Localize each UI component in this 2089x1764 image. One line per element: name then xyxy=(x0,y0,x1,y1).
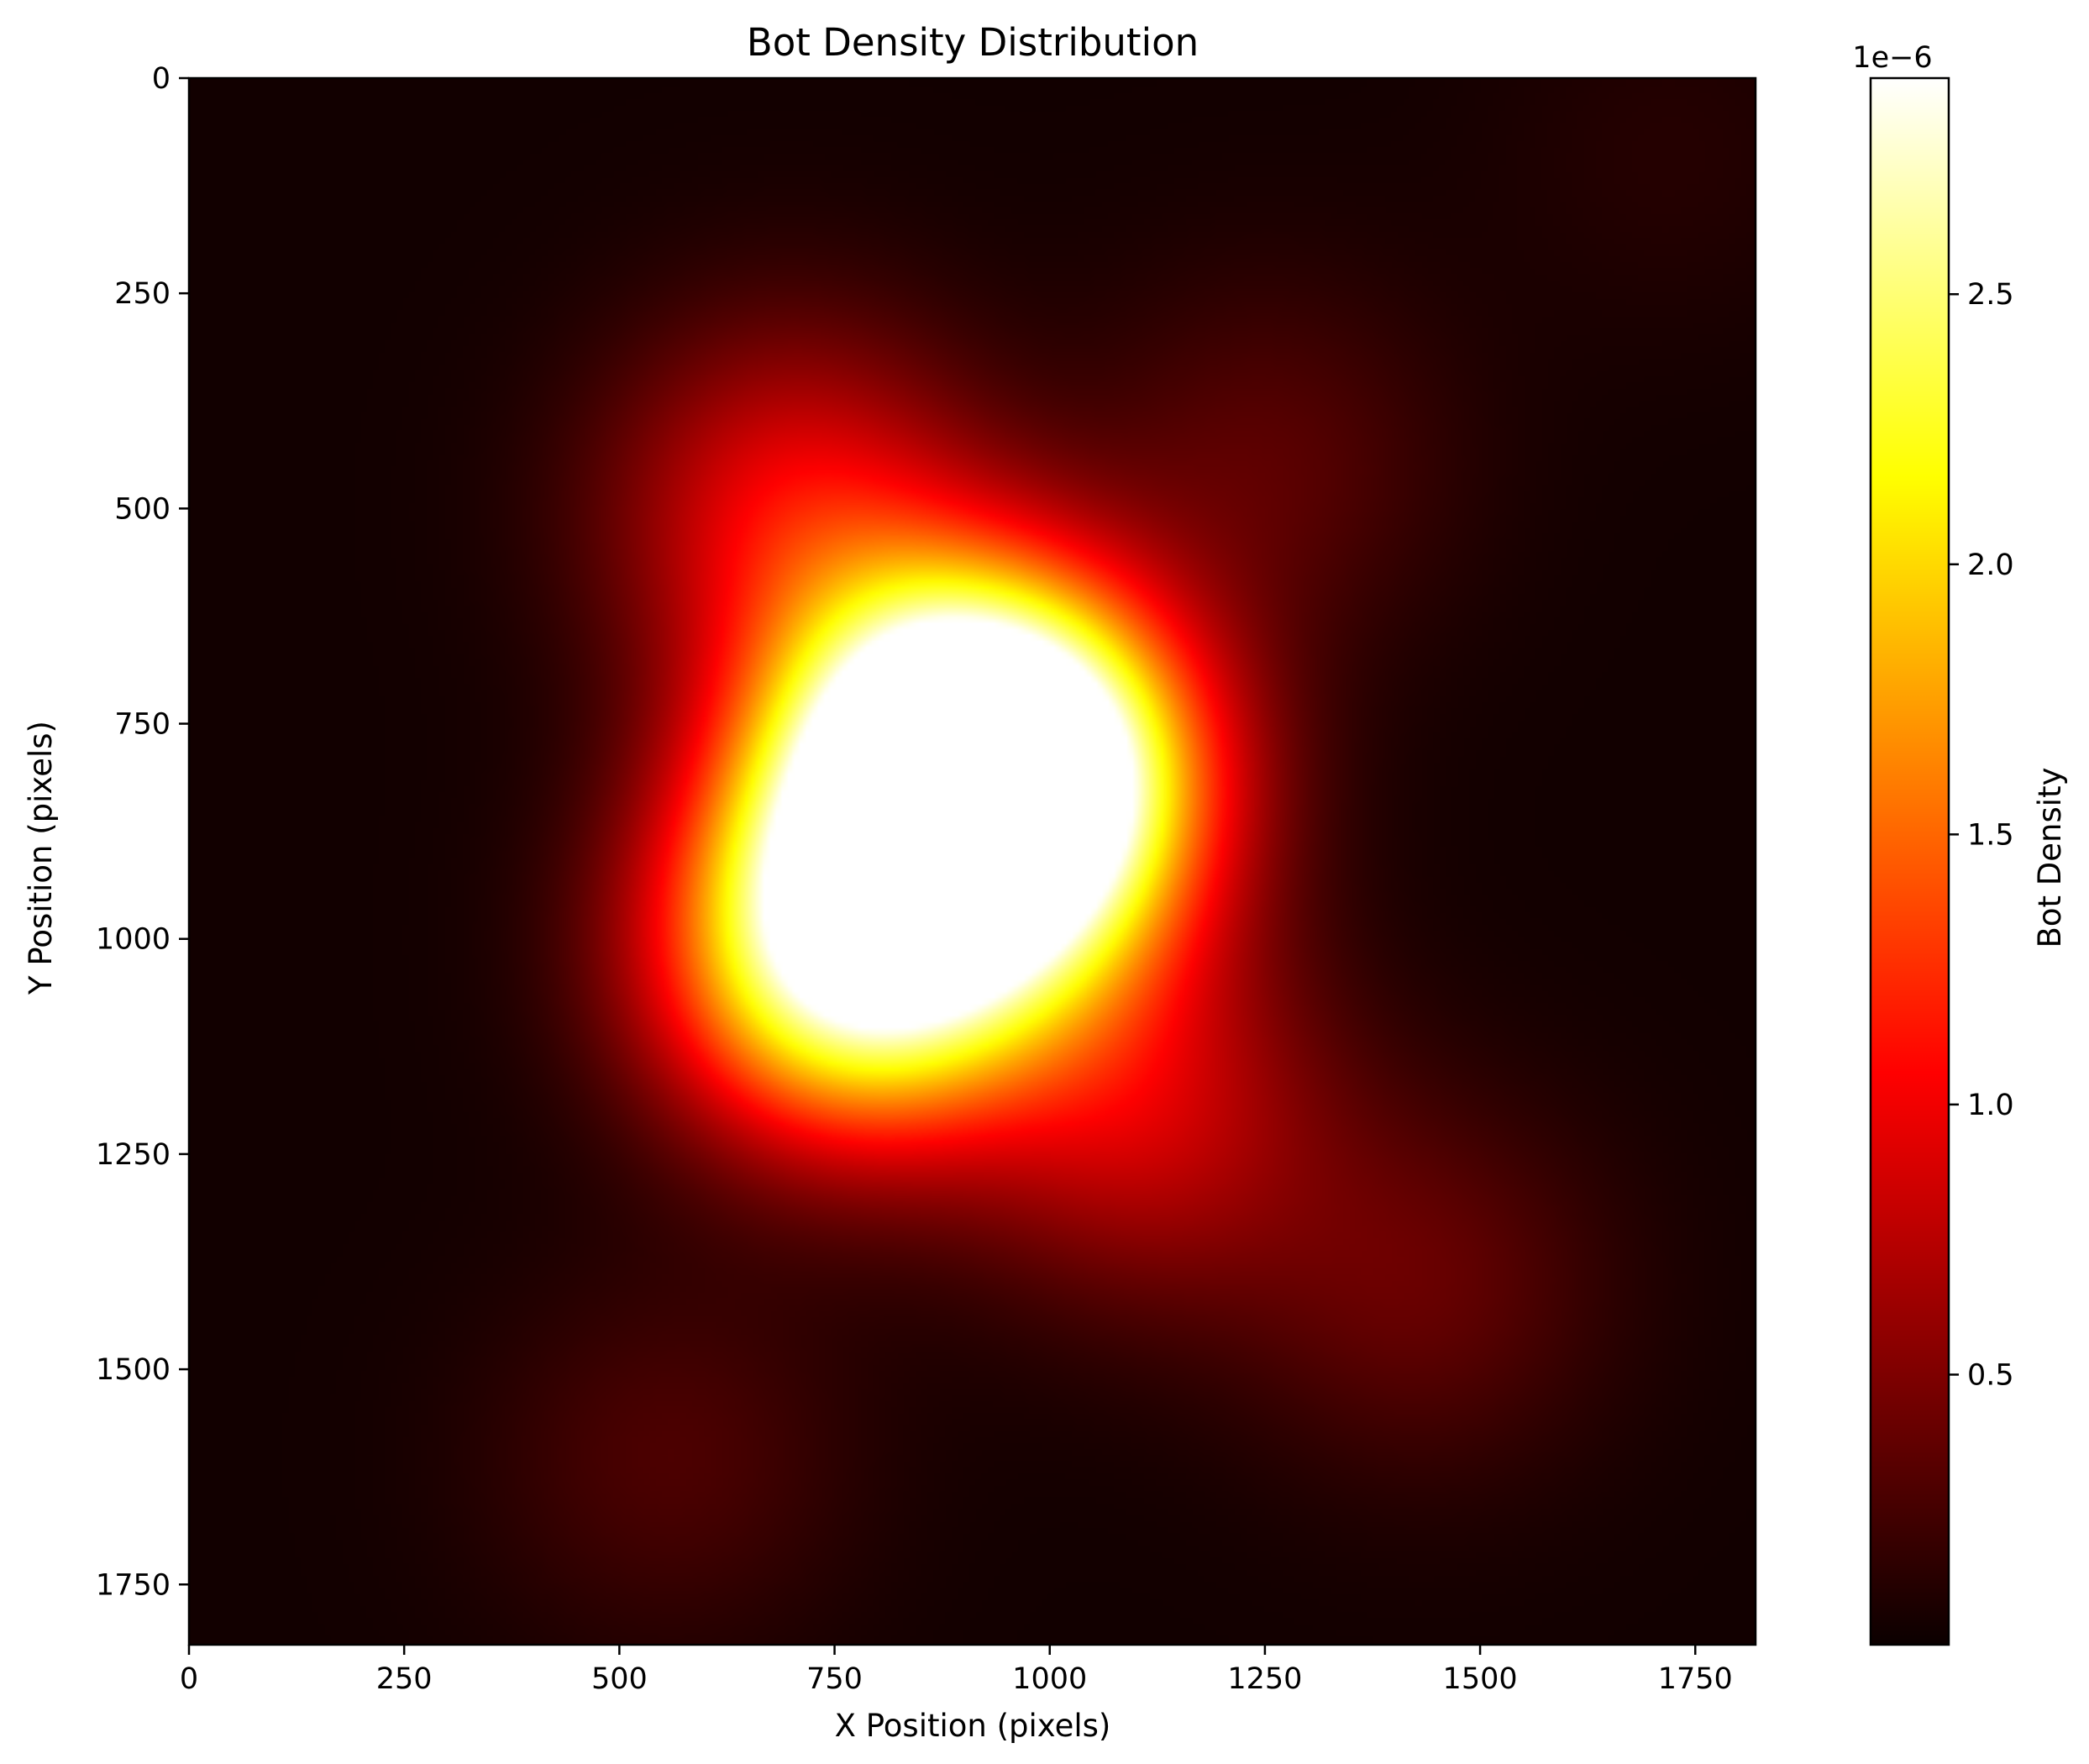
x-axis-label: X Position (pixels) xyxy=(835,1708,1111,1744)
x-tick-label: 1250 xyxy=(1227,1662,1302,1696)
x-tick-label: 500 xyxy=(591,1662,648,1696)
colorbar-tick-label: 2.5 xyxy=(1967,278,2014,312)
y-tick-label: 1500 xyxy=(96,1353,171,1387)
y-tick-label: 1750 xyxy=(96,1568,171,1602)
x-tick-label: 250 xyxy=(376,1662,433,1696)
density-heatmap xyxy=(189,78,1756,1645)
colorbar: 0.5 1.0 1.5 2.0 2.5 1e−6 Bot Density xyxy=(1852,41,2068,1646)
y-tick-label: 250 xyxy=(114,277,171,311)
colorbar-tick-label: 2.0 xyxy=(1967,549,2014,582)
y-tick-label: 500 xyxy=(114,492,171,526)
x-tick-label: 1500 xyxy=(1443,1662,1518,1696)
colorbar-label: Bot Density xyxy=(2032,768,2068,948)
x-tick-label: 1750 xyxy=(1658,1662,1733,1696)
x-tick-label: 750 xyxy=(806,1662,863,1696)
y-axis-label: Y Position (pixels) xyxy=(23,721,59,995)
y-tick-label: 1000 xyxy=(96,923,171,957)
colorbar-tick-label: 0.5 xyxy=(1967,1358,2014,1392)
colorbar-offset-text: 1e−6 xyxy=(1852,41,1932,75)
chart-title: Bot Density Distribution xyxy=(747,20,1199,65)
y-tick-label: 750 xyxy=(114,708,171,742)
colorbar-tick-label: 1.5 xyxy=(1967,818,2014,852)
y-tick-label: 1250 xyxy=(96,1138,171,1172)
x-tick-label: 1000 xyxy=(1012,1662,1087,1696)
colorbar-tick-label: 1.0 xyxy=(1967,1089,2014,1122)
colorbar-gradient xyxy=(1871,78,1949,1645)
plot-area: 0 250 500 750 1000 1250 1500 1750 0 250 500 750 100… xyxy=(96,62,1757,1696)
x-axis-ticks: 0 250 500 750 1000 1250 1500 1750 xyxy=(180,1645,1733,1696)
y-tick-label: 0 xyxy=(152,62,171,96)
colorbar-frame xyxy=(1869,76,1950,1646)
x-tick-label: 0 xyxy=(180,1662,198,1696)
colorbar-ticks: 0.5 1.0 1.5 2.0 2.5 xyxy=(1949,278,2014,1392)
plot-frame xyxy=(187,76,1757,1646)
y-axis-ticks: 0 250 500 750 1000 1250 1500 1750 xyxy=(96,62,189,1602)
